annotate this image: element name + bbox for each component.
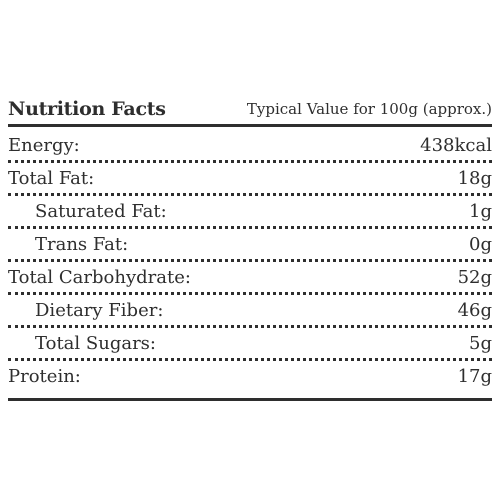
row: Total Sugars: 5g (8, 328, 492, 361)
label: Total Sugars: (35, 332, 156, 354)
row: Dietary Fiber: 46g (8, 295, 492, 328)
value: 0g (469, 233, 492, 255)
value: 18g (457, 167, 492, 189)
value: 438kcal (420, 134, 492, 156)
label: Saturated Fat: (35, 200, 167, 222)
header: Nutrition Facts Typical Value for 100g (… (8, 94, 492, 124)
title: Nutrition Facts (8, 98, 166, 120)
value: 1g (469, 200, 492, 222)
note: Typical Value for 100g (approx.) (246, 100, 492, 118)
value: 52g (457, 266, 492, 288)
row: Energy: 438kcal (8, 130, 492, 163)
rows: Energy: 438kcal Total Fat: 18g Saturated F… (8, 130, 492, 391)
value: 17g (457, 365, 492, 387)
label: Protein: (8, 365, 81, 387)
row: Trans Fat: 0g (8, 229, 492, 262)
value: 46g (457, 299, 492, 321)
label: Total Fat: (8, 167, 95, 189)
top-rule (8, 124, 492, 127)
label: Trans Fat: (35, 233, 129, 255)
value: 5g (469, 332, 492, 354)
row: Total Carbohydrate: 52g (8, 262, 492, 295)
label: Total Carbohydrate: (8, 266, 191, 288)
row: Protein: 17g (8, 361, 492, 391)
bottom-rule (8, 398, 492, 401)
row: Saturated Fat: 1g (8, 196, 492, 229)
label: Energy: (8, 134, 80, 156)
label: Dietary Fiber: (35, 299, 164, 321)
row: Total Fat: 18g (8, 163, 492, 196)
